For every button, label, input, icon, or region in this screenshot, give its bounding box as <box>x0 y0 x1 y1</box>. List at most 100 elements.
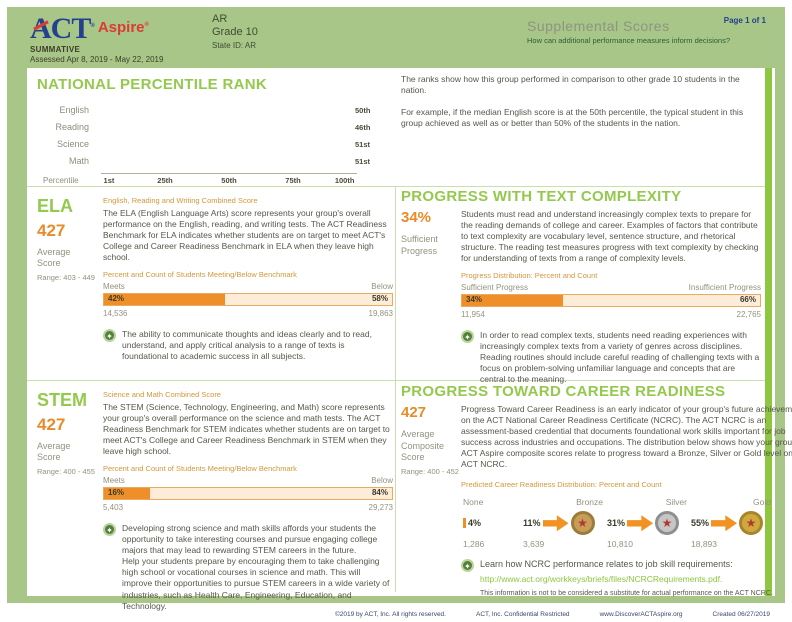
sufficient-segment <box>462 295 564 307</box>
divider-vertical <box>395 186 396 592</box>
compass-star-icon: ✦ <box>103 523 116 537</box>
career-stat-column: 427 Average Composite Score Range: 400 -… <box>401 404 461 598</box>
npr-bar-row: English 50th <box>37 105 397 115</box>
compass-star-icon: ✦ <box>103 329 116 343</box>
ela-below-label: Below <box>371 282 393 292</box>
footer-copyright: ©2019 by ACT, Inc. All rights reserved. <box>334 611 446 618</box>
ela-meets-count: 14,536 <box>103 309 128 319</box>
ela-benchmark-bar <box>103 293 393 307</box>
level-gold-count: 18,893 <box>691 539 717 550</box>
ela-section: ELA 427 Average Score Range: 403 - 449 E… <box>37 192 393 362</box>
stem-heading: STEM <box>37 390 88 410</box>
stem-below-percent: 84% <box>371 488 388 498</box>
divider-horizontal-1 <box>27 186 765 187</box>
progress-distribution-caption: Progress Distribution: Percent and Count <box>461 271 598 281</box>
npr-bar-value: 51st <box>355 139 371 149</box>
npr-bar-row: Math 51st <box>37 156 397 166</box>
stem-section: STEM 427 Average Score Range: 400 - 455 … <box>37 386 393 612</box>
level-bronze-percent: 11% <box>523 518 541 529</box>
npr-tick: 50th <box>221 176 237 185</box>
arrow-right-icon <box>711 515 738 532</box>
progress-distribution-bar <box>461 294 761 308</box>
stem-content-column: Science and Math Combined Score The STEM… <box>103 390 393 612</box>
ncrc-link-block: ✦ Learn how NCRC performance relates to … <box>461 559 792 598</box>
assessed-dates: Assessed Apr 8, 2019 - May 22, 2019 <box>30 55 164 64</box>
page-footer: ©2019 by ACT, Inc. All rights reserved. … <box>0 611 770 618</box>
npr-bar-row: Science 51st <box>37 139 397 149</box>
stem-average-score: 427 <box>37 415 66 434</box>
npr-tick: 75th <box>285 176 301 185</box>
none-bar-tick <box>463 518 466 529</box>
npr-bar-chart: English 50th Reading 46th Science 51st M… <box>37 105 397 166</box>
ncrc-requirements-link[interactable]: http://www.act.org/workkeys/briefs/files… <box>480 574 723 585</box>
national-percentile-rank-section: NATIONAL PERCENTILE RANK English 50th Re… <box>37 76 397 187</box>
page-number: Page 1 of 1 <box>723 16 766 25</box>
report-title: Supplemental Scores <box>527 18 670 34</box>
text-complexity-section: PROGRESS WITH TEXT COMPLEXITY 34% Suffic… <box>401 188 761 385</box>
text-complexity-stat-column: 34% Sufficient Progress <box>401 209 461 385</box>
stem-meets-percent: 16% <box>108 488 125 498</box>
npr-note-1: The ranks show how this group performed … <box>401 74 740 96</box>
npr-bar-label: Math <box>68 156 89 166</box>
text-complexity-description: Students must read and understand increa… <box>461 209 759 264</box>
career-readiness-section: PROGRESS TOWARD CAREER READINESS 427 Ave… <box>401 383 792 598</box>
career-readiness-title: PROGRESS TOWARD CAREER READINESS <box>401 383 726 400</box>
stem-tip: ✦ Developing strong science and math ski… <box>103 523 393 611</box>
npr-bar-row: Reading 46th <box>37 122 397 132</box>
ela-score-column: ELA 427 Average Score Range: 403 - 449 <box>37 196 103 362</box>
ela-tip-text: The ability to communicate thoughts and … <box>122 329 372 362</box>
npr-bar-label: English <box>59 105 89 115</box>
level-none-count: 1,286 <box>463 539 485 550</box>
sufficient-count: 11,954 <box>461 310 485 320</box>
level-gold-percent: 55% <box>691 518 710 529</box>
level-gold-label: Gold <box>753 497 771 508</box>
career-levels-row: None 4% 1,286 Bronze 11% ★ <box>463 497 792 549</box>
level-bronze-count: 3,639 <box>523 539 545 550</box>
stem-tip-text: Developing strong science and math skill… <box>122 523 390 611</box>
footer-website[interactable]: www.DiscoverACTAspire.org <box>599 611 683 618</box>
aspire-logo-text: Aspire® <box>97 19 149 36</box>
level-silver-count: 10,810 <box>607 539 633 550</box>
bronze-medal-icon: ★ <box>570 511 595 536</box>
ela-description: The ELA (English Language Arts) score re… <box>103 208 387 263</box>
text-complexity-content-column: Students must read and understand increa… <box>461 209 761 385</box>
ela-average-score: 427 <box>37 221 66 240</box>
stem-description: The STEM (Science, Technology, Engineeri… <box>103 402 390 457</box>
text-complexity-title: PROGRESS WITH TEXT COMPLEXITY <box>401 188 682 205</box>
sufficient-progress-label: Sufficient Progress <box>401 234 438 256</box>
npr-tick: 100th <box>334 176 355 185</box>
ela-caption: English, Reading and Writing Combined Sc… <box>103 196 258 205</box>
npr-tick: 1st <box>103 176 115 185</box>
career-score-label: Average Composite Score <box>401 429 445 463</box>
stem-score-label: Average Score <box>37 441 71 463</box>
stem-below-label: Below <box>371 476 393 486</box>
ela-score-label: Average Score <box>37 247 71 269</box>
stem-meets-count: 5,403 <box>103 503 124 513</box>
stem-score-column: STEM 427 Average Score Range: 400 - 455 <box>37 390 103 612</box>
report-subtitle-question: How can additional performance measures … <box>527 36 731 45</box>
insufficient-percent: 66% <box>739 295 756 305</box>
stem-below-count: 29,273 <box>368 503 393 513</box>
summative-label: SUMMATIVE <box>30 45 81 54</box>
level-none-label: None <box>463 497 484 508</box>
stem-benchmark-bar <box>103 487 393 501</box>
sufficient-progress-percent: 34% <box>401 209 432 226</box>
stem-caption: Science and Math Combined Score <box>103 390 221 399</box>
arrow-right-icon <box>627 515 654 532</box>
career-distribution-caption: Predicted Career Readiness Distribution:… <box>461 480 662 490</box>
insufficient-count: 22,765 <box>736 310 761 320</box>
level-silver-label: Silver <box>665 497 687 508</box>
ela-meets-label: Meets <box>103 282 125 292</box>
level-silver: Silver 31% ★ 10,810 <box>607 497 691 549</box>
stem-score-range: Range: 400 - 455 <box>37 466 95 476</box>
career-average-composite-score: 427 <box>401 404 427 421</box>
ela-below-count: 19,863 <box>368 309 393 319</box>
stem-benchmark-caption: Percent and Count of Students Meeting/Be… <box>103 464 297 474</box>
ela-score-range: Range: 403 - 449 <box>37 272 95 282</box>
career-description: Progress Toward Career Readiness is an e… <box>461 404 792 470</box>
aspire-reg-mark: ® <box>144 22 149 28</box>
level-none: None 4% 1,286 <box>463 497 523 549</box>
silver-medal-icon: ★ <box>655 511 680 536</box>
state-id-label: State ID: AR <box>212 41 257 50</box>
